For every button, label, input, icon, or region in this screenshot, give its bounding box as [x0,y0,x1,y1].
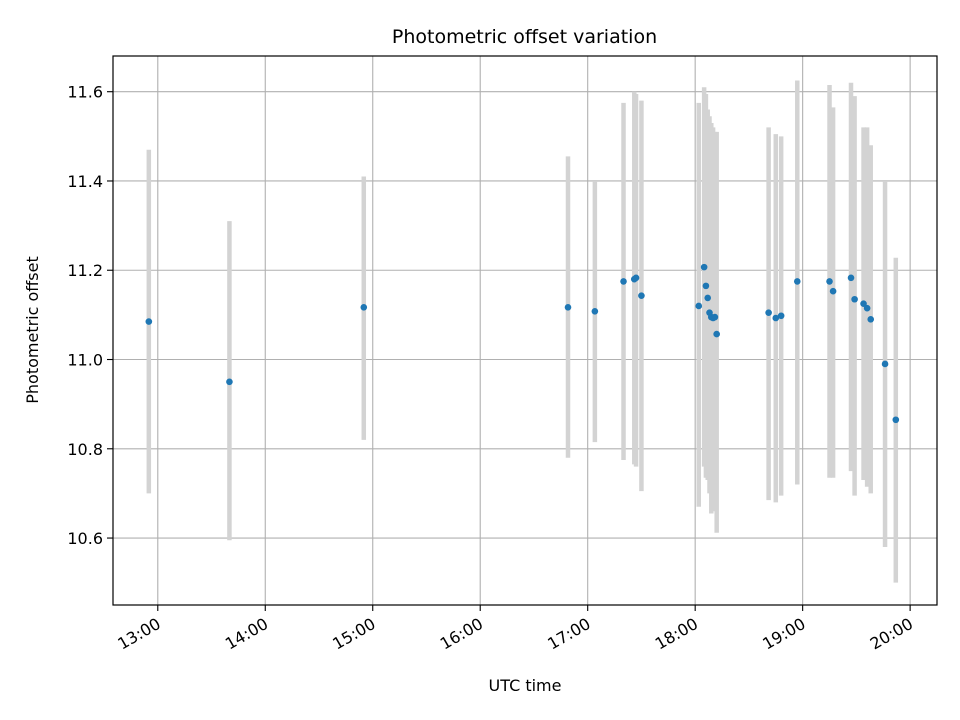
y-tick-label: 11.2 [67,261,103,280]
data-point [793,278,801,285]
data-point [851,295,858,303]
data-point [591,308,599,315]
data-point [860,300,867,308]
data-point [226,378,233,386]
x-tick-label: 19:00 [759,614,808,654]
data-point [638,292,645,299]
x-axis-title: UTC time [489,676,562,695]
y-tick-label: 11.6 [67,83,103,102]
data-points [145,263,900,424]
y-tick-label: 10.6 [67,529,103,548]
data-point [360,303,368,311]
x-tick-label: 13:00 [114,614,163,654]
y-axis-title: Photometric offset [23,256,42,404]
data-point [765,309,772,316]
data-point [702,282,710,290]
data-point [772,314,780,322]
data-point [711,313,719,321]
x-axis-ticks: 13:00 14:00 15:00 16:00 17:00 18:00 19:00 20:00 [114,605,916,654]
y-tick-label: 11.4 [67,172,103,191]
chart-title: Photometric offset variation [392,26,657,48]
data-point [700,263,708,271]
data-point [847,274,855,282]
data-point [564,303,572,311]
error-bars [146,80,899,583]
y-tick-label: 11.0 [67,351,103,370]
data-point [620,278,627,285]
grid [113,56,937,605]
data-point [826,278,833,285]
x-tick-label: 17:00 [544,614,593,654]
x-tick-label: 18:00 [652,614,701,654]
y-tick-label: 10.8 [67,440,103,459]
x-tick-label: 16:00 [437,614,486,654]
data-point [892,416,900,424]
data-point [863,304,871,312]
data-point [632,274,640,282]
x-tick-label: 20:00 [867,614,916,654]
y-axis-ticks: 10.6 10.8 11.0 11.2 11.4 11.6 [67,83,113,548]
data-point [881,360,889,368]
x-tick-label: 15:00 [329,614,378,654]
data-point [145,318,153,325]
data-point [777,312,785,320]
axes-frame [112,55,938,606]
data-point [704,294,712,302]
data-point [867,316,875,323]
data-point [829,287,837,295]
data-point [695,302,703,310]
data-point [713,330,720,338]
x-tick-label: 14:00 [222,614,271,654]
